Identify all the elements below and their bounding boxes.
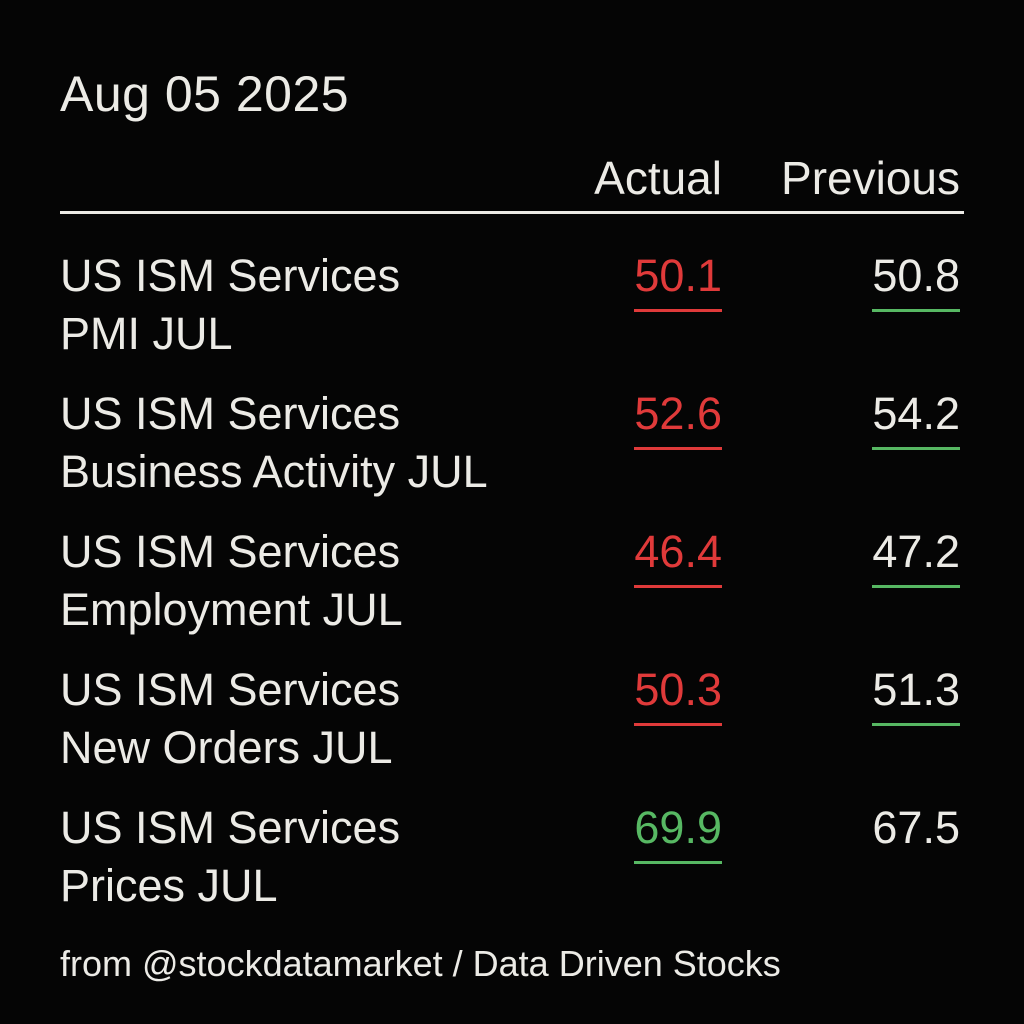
actual-value: 50.1 <box>634 247 722 312</box>
row-label: US ISM Services Prices JUL <box>60 799 400 915</box>
actual-value: 50.3 <box>634 661 722 726</box>
previous-value: 47.2 <box>872 523 960 588</box>
column-header-actual: Actual <box>594 152 722 204</box>
report-date: Aug 05 2025 <box>60 66 350 122</box>
header-divider <box>60 211 964 214</box>
table-row: US ISM Services Employment JUL 46.4 47.2 <box>0 523 1024 643</box>
row-label: US ISM Services PMI JUL <box>60 247 400 363</box>
table-row: US ISM Services Prices JUL 69.9 67.5 <box>0 799 1024 919</box>
previous-value: 67.5 <box>872 802 960 853</box>
table-row: US ISM Services Business Activity JUL 52… <box>0 385 1024 505</box>
row-label-line2: PMI JUL <box>60 308 233 359</box>
row-label: US ISM Services Employment JUL <box>60 523 403 639</box>
row-label-line1: US ISM Services <box>60 526 401 577</box>
previous-value: 51.3 <box>872 661 960 726</box>
source-credit: from @stockdatamarket / Data Driven Stoc… <box>60 943 781 984</box>
row-label-line1: US ISM Services <box>60 388 401 439</box>
row-label-line1: US ISM Services <box>60 802 401 853</box>
row-label-line2: Business Activity JUL <box>60 446 488 497</box>
row-label-line1: US ISM Services <box>60 250 401 301</box>
row-label-line2: Prices JUL <box>60 860 278 911</box>
row-label-line2: New Orders JUL <box>60 722 393 773</box>
row-label: US ISM Services New Orders JUL <box>60 661 400 777</box>
previous-value: 50.8 <box>872 247 960 312</box>
row-label-line2: Employment JUL <box>60 584 403 635</box>
table-row: US ISM Services PMI JUL 50.1 50.8 <box>0 247 1024 367</box>
row-label-line1: US ISM Services <box>60 664 401 715</box>
actual-value: 69.9 <box>634 799 722 864</box>
row-label: US ISM Services Business Activity JUL <box>60 385 488 501</box>
actual-value: 46.4 <box>634 523 722 588</box>
previous-value: 54.2 <box>872 385 960 450</box>
column-header-previous: Previous <box>781 152 960 204</box>
table-row: US ISM Services New Orders JUL 50.3 51.3 <box>0 661 1024 781</box>
table-header: Actual Previous <box>0 148 1024 208</box>
actual-value: 52.6 <box>634 385 722 450</box>
